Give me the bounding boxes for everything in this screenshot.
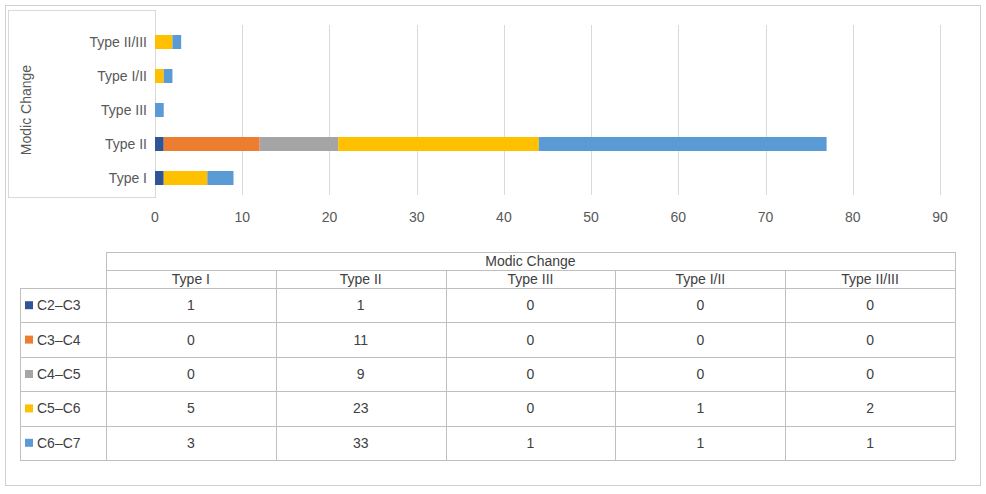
tick-label: 10 [234, 209, 250, 225]
table-value: 33 [353, 435, 369, 451]
tick-label: 40 [496, 209, 512, 225]
grid-line [678, 25, 679, 195]
tick-label: 0 [151, 209, 159, 225]
table-value: 0 [527, 332, 535, 348]
table-value: 0 [527, 297, 535, 313]
table-value: 2 [866, 400, 874, 416]
table-value: 1 [696, 400, 704, 416]
category-label: Type I/II [97, 68, 147, 84]
table-border [20, 426, 955, 427]
table-value: 5 [187, 400, 195, 416]
bar-segment [155, 171, 164, 185]
grid-line [940, 25, 941, 195]
data-table: Modic Change Type I Type II Type III Type I/… [20, 252, 956, 461]
tick-label: 30 [409, 209, 425, 225]
table-value: 0 [866, 297, 874, 313]
grid-line [504, 25, 505, 195]
bar-segment [172, 35, 181, 49]
grid-line [417, 25, 418, 195]
table-value: 11 [353, 332, 368, 348]
bar-segment [338, 137, 539, 151]
table-border [446, 270, 447, 460]
legend-swatch [25, 301, 33, 309]
grid-line [329, 25, 330, 195]
bar-segment [207, 171, 233, 185]
table-value: 0 [187, 332, 195, 348]
tick-label: 90 [932, 209, 948, 225]
table-value: 0 [696, 366, 704, 382]
category-label: Type III [101, 102, 147, 118]
table-value: 1 [866, 435, 874, 451]
table-value: 3 [187, 435, 195, 451]
table-value: 0 [527, 400, 535, 416]
legend-label: C3–C4 [37, 332, 81, 348]
table-border [20, 391, 955, 392]
grid-line [766, 25, 767, 195]
table-value: 1 [357, 297, 365, 313]
table-header: Type III [508, 271, 554, 287]
legend-label: C5–C6 [37, 400, 81, 416]
table-border [20, 460, 955, 461]
bar-segment [164, 171, 208, 185]
table-border [615, 270, 616, 460]
chart-root: 0102030405060708090Type IType IIType III… [0, 0, 986, 494]
table-border [20, 288, 21, 460]
legend-swatch [25, 370, 33, 378]
bar-segment [155, 137, 164, 151]
bar-segment [155, 35, 172, 49]
legend-swatch [25, 439, 33, 447]
table-value: 1 [187, 297, 195, 313]
legend-label: C4–C5 [37, 366, 81, 382]
bar-segment [164, 69, 173, 83]
table-value: 0 [696, 332, 704, 348]
bar-segment [155, 103, 164, 117]
bar-segment [260, 137, 339, 151]
table-border [106, 252, 107, 460]
table-border [276, 270, 277, 460]
table-value: 1 [696, 435, 704, 451]
bars [155, 35, 827, 185]
grid-line [853, 25, 854, 195]
bar-segment [164, 137, 260, 151]
bar-segment [539, 137, 827, 151]
tick-label: 80 [845, 209, 861, 225]
table-value: 9 [357, 366, 365, 382]
tick-label: 50 [583, 209, 599, 225]
table-value: 0 [187, 366, 195, 382]
category-label: Type II [105, 136, 147, 152]
table-value: 1 [527, 435, 535, 451]
figure-frame [6, 6, 981, 486]
table-border [955, 252, 956, 460]
table-value: 0 [527, 366, 535, 382]
category-label: Type II/III [89, 34, 147, 50]
table-header: Type II [340, 271, 382, 287]
bar-segment [155, 69, 164, 83]
table-border [785, 270, 786, 460]
table-value: 0 [696, 297, 704, 313]
table-header: Type I [172, 271, 210, 287]
table-border [20, 288, 955, 289]
legend-swatch [25, 336, 33, 344]
table-header: Type II/III [841, 271, 899, 287]
category-label: Type I [109, 170, 147, 186]
tick-label: 20 [322, 209, 338, 225]
label-box [9, 11, 156, 198]
legend-swatch [25, 404, 33, 412]
table-border [20, 322, 955, 323]
chart: 0102030405060708090Type IType IIType III… [0, 0, 986, 494]
table-value: 0 [866, 366, 874, 382]
grid-line [242, 25, 243, 195]
table-value: 0 [866, 332, 874, 348]
legend-label: C2–C3 [37, 297, 81, 313]
tick-label: 70 [758, 209, 774, 225]
table-header: Type I/II [675, 271, 725, 287]
tick-label: 60 [671, 209, 687, 225]
legend-label: C6–C7 [37, 435, 81, 451]
table-value: 23 [353, 400, 369, 416]
axis-title: Modic Change [18, 65, 34, 155]
grid-line [591, 25, 592, 195]
table-title: Modic Change [485, 253, 575, 269]
table-border [20, 357, 955, 358]
